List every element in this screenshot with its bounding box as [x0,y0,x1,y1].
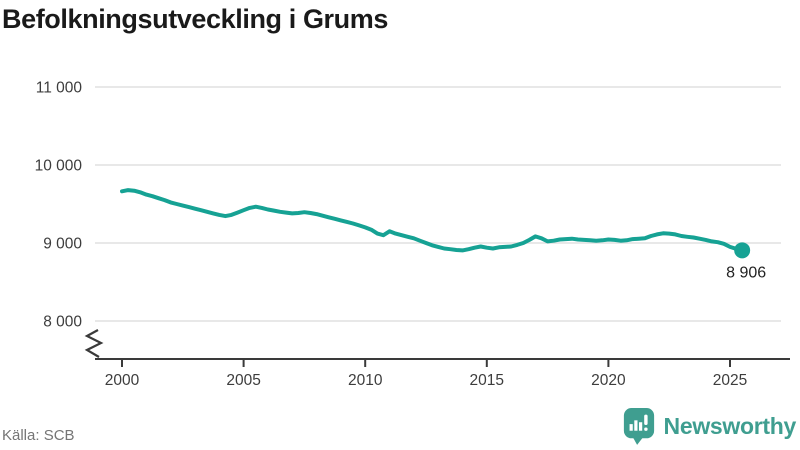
x-tick-label: 2015 [470,372,504,389]
y-tick-label: 10 000 [35,158,83,175]
end-point-dot [734,242,751,259]
x-tick-label: 2005 [226,372,260,389]
chart-footer: Källa: SCB Newsworthy [0,406,800,450]
source-label: Källa: SCB [2,427,75,444]
page-title: Befolkningsutveckling i Grums [2,4,388,34]
x-tick-label: 2010 [348,372,383,389]
x-tick-label: 2025 [713,372,747,389]
x-tick-label: 2000 [105,372,140,389]
population-line [120,188,745,253]
y-axis-break-icon [84,329,104,358]
y-tick-label: 8 000 [43,314,82,331]
y-tick-label: 11 000 [36,80,83,97]
newsworthy-logo: Newsworthy [622,406,796,446]
y-tick-label: 9 000 [43,236,82,253]
x-tick-label: 2020 [591,372,626,389]
newsworthy-wordmark: Newsworthy [663,412,797,439]
end-value-label: 8 906 [726,264,766,281]
newsworthy-speech-bubble-chart-icon [623,408,654,445]
